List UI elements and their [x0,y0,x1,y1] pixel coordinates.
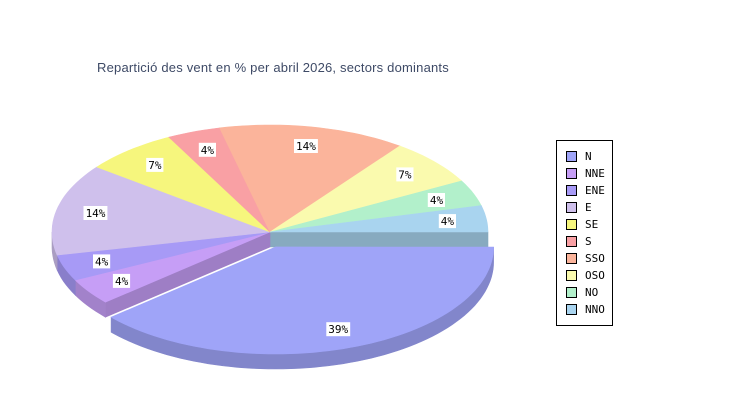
legend-label: NNO [585,303,605,316]
slice-label-bg [112,273,131,288]
slice-label-bg [83,206,108,220]
slice-label-bg [93,254,111,269]
slice-label-N: 39% [328,323,348,336]
legend-item-S: S [566,235,608,248]
legend-item-E: E [566,201,608,214]
legend-label: SSO [585,252,605,265]
legend-label: SE [585,218,599,231]
slice-label-S: 4% [201,144,215,157]
pie-slice-N [110,246,494,355]
legend-item-NNO: NNO [566,303,608,316]
slice-label-bg [146,157,164,172]
pie-slice-S [168,127,271,233]
legend-label: S [585,235,592,248]
slice-label-bg [427,193,445,207]
legend-item-OSO: OSO [566,269,608,282]
legend-item-NO: NO [566,286,608,299]
slice-label-E: 14% [86,207,106,220]
legend-swatch [566,151,577,162]
pie-slice-SE [96,136,271,233]
pie-slice-ENE [56,231,271,281]
pie-slice-SSO [219,124,401,233]
slice-label-bg [198,142,216,157]
pie-slice-E [51,166,271,256]
legend-label: E [585,201,592,214]
pie-face-NNO [269,231,489,248]
legend-swatch [566,236,577,247]
legend-label: NO [585,286,599,299]
legend-item-NNE: NNE [566,167,608,180]
legend-swatch [566,253,577,264]
slice-label-ENE: 4% [95,255,109,268]
legend-swatch [566,304,577,315]
pie-slice-OSO [269,145,463,233]
legend-item-SSO: SSO [566,252,608,265]
slice-label-bg [396,167,414,182]
legend-item-N: N [566,150,608,163]
legend-label: N [585,150,592,163]
slice-label-bg [438,214,456,229]
legend-swatch [566,287,577,298]
legend-swatch [566,219,577,230]
legend: N NNE ENE E SE S SSO OSO NO NNO [556,140,613,326]
legend-swatch [566,270,577,281]
slice-label-NO: 4% [430,194,444,207]
legend-item-ENE: ENE [566,184,608,197]
legend-swatch [566,202,577,213]
legend-label: OSO [585,269,605,282]
legend-item-SE: SE [566,218,608,231]
slice-label-OSO: 7% [398,168,412,181]
slice-label-bg [294,139,318,153]
pie-slice-NNO [269,205,489,233]
slice-label-bg [326,322,351,337]
slice-label-SE: 7% [148,159,162,172]
slice-label-NNE: 4% [115,275,129,288]
legend-swatch [566,185,577,196]
slice-label-SSO: 14% [296,140,316,153]
legend-label: ENE [585,184,605,197]
slice-label-NNO: 4% [441,215,455,228]
chart-title: Repartició des vent en % per abril 2026,… [97,60,449,75]
legend-swatch [566,168,577,179]
legend-label: NNE [585,167,605,180]
